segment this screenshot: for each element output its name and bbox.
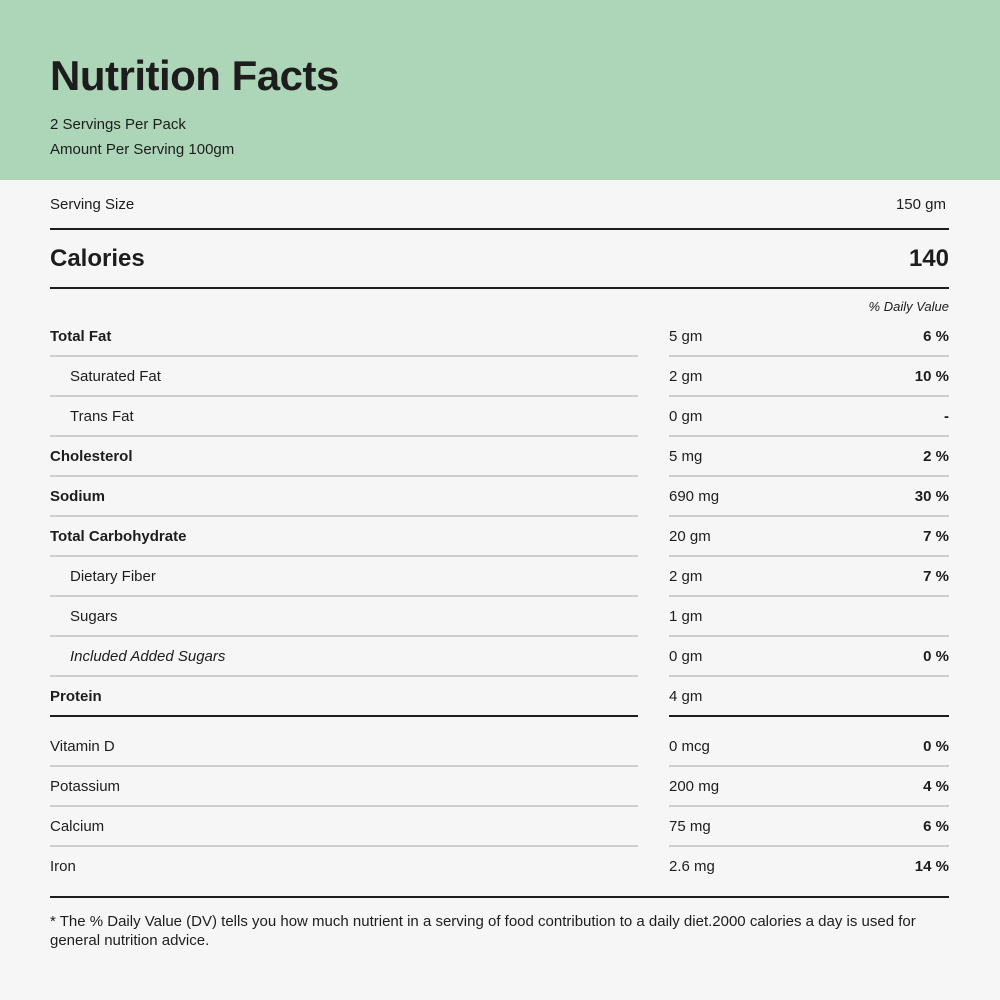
daily-value: 7 %	[923, 528, 949, 545]
nutrient-amount: 0 gm -	[669, 397, 949, 437]
nutrient-name: Included Added Sugars	[50, 637, 638, 677]
nutrient-name: Potassium	[50, 767, 638, 807]
nutrient-name: Sugars	[50, 597, 638, 637]
calories-value: 140	[908, 245, 949, 272]
nutrient-amount: 5 gm 6 %	[669, 317, 949, 357]
nutrient-name: Vitamin D	[50, 727, 638, 767]
serving-size-value: 150 gm	[895, 196, 946, 213]
divider	[50, 287, 949, 289]
nutrient-amount: 690 mg 30 %	[669, 477, 949, 517]
serving-size-label: Serving Size	[50, 196, 135, 213]
daily-value-header: % Daily Value	[868, 299, 949, 314]
nutrient-name: Trans Fat	[50, 397, 638, 437]
nutrient-name: Saturated Fat	[50, 357, 638, 397]
nutrient-name: Sodium	[50, 477, 638, 517]
divider	[50, 896, 949, 898]
nutrient-amount: 2.6 mg 14 %	[669, 847, 949, 887]
daily-value: 2 %	[923, 448, 949, 465]
daily-value: 7 %	[923, 568, 949, 585]
nutrient-name: Iron	[50, 858, 76, 875]
nutrient-name: Protein	[50, 677, 638, 717]
nutrient-name: Dietary Fiber	[50, 557, 638, 597]
daily-value: 0 %	[923, 648, 949, 665]
daily-value: 6 %	[923, 328, 949, 345]
footnote: * The % Daily Value (DV) tells you how m…	[50, 913, 916, 949]
divider	[50, 228, 949, 230]
daily-value: 10 %	[914, 368, 949, 385]
daily-value: 30 %	[914, 488, 949, 505]
title: Nutrition Facts	[50, 52, 339, 99]
amount-per-serving: Amount Per Serving 100gm	[50, 141, 235, 158]
daily-value: 4 %	[923, 778, 949, 795]
calories-label: Calories	[50, 245, 145, 272]
header: Nutrition Facts 2 Servings Per Pack Amou…	[0, 0, 1000, 180]
nutrient-name: Cholesterol	[50, 437, 638, 477]
nutrient-amount: 2 gm 10 %	[669, 357, 949, 397]
nutrient-amount: 4 gm	[669, 677, 949, 717]
nutrient-amount: 0 mcg 0 %	[669, 727, 949, 767]
servings: 2 Servings Per Pack	[50, 116, 186, 133]
daily-value: 14 %	[914, 858, 949, 875]
nutrient-name: Total Fat	[50, 317, 638, 357]
nutrient-amount: 5 mg 2 %	[669, 437, 949, 477]
nutrient-amount: 2 gm 7 %	[669, 557, 949, 597]
nutrient-amount: 1 gm	[669, 597, 949, 637]
nutrient-name: Calcium	[50, 807, 638, 847]
daily-value: -	[944, 408, 949, 425]
nutrient-amount: 20 gm 7 %	[669, 517, 949, 557]
daily-value: 0 %	[923, 738, 949, 755]
nutrient-amount: 200 mg 4 %	[669, 767, 949, 807]
daily-value: 6 %	[923, 818, 949, 835]
nutrient-amount: 75 mg 6 %	[669, 807, 949, 847]
nutrient-amount: 0 gm 0 %	[669, 637, 949, 677]
nutrient-name: Total Carbohydrate	[50, 517, 638, 557]
